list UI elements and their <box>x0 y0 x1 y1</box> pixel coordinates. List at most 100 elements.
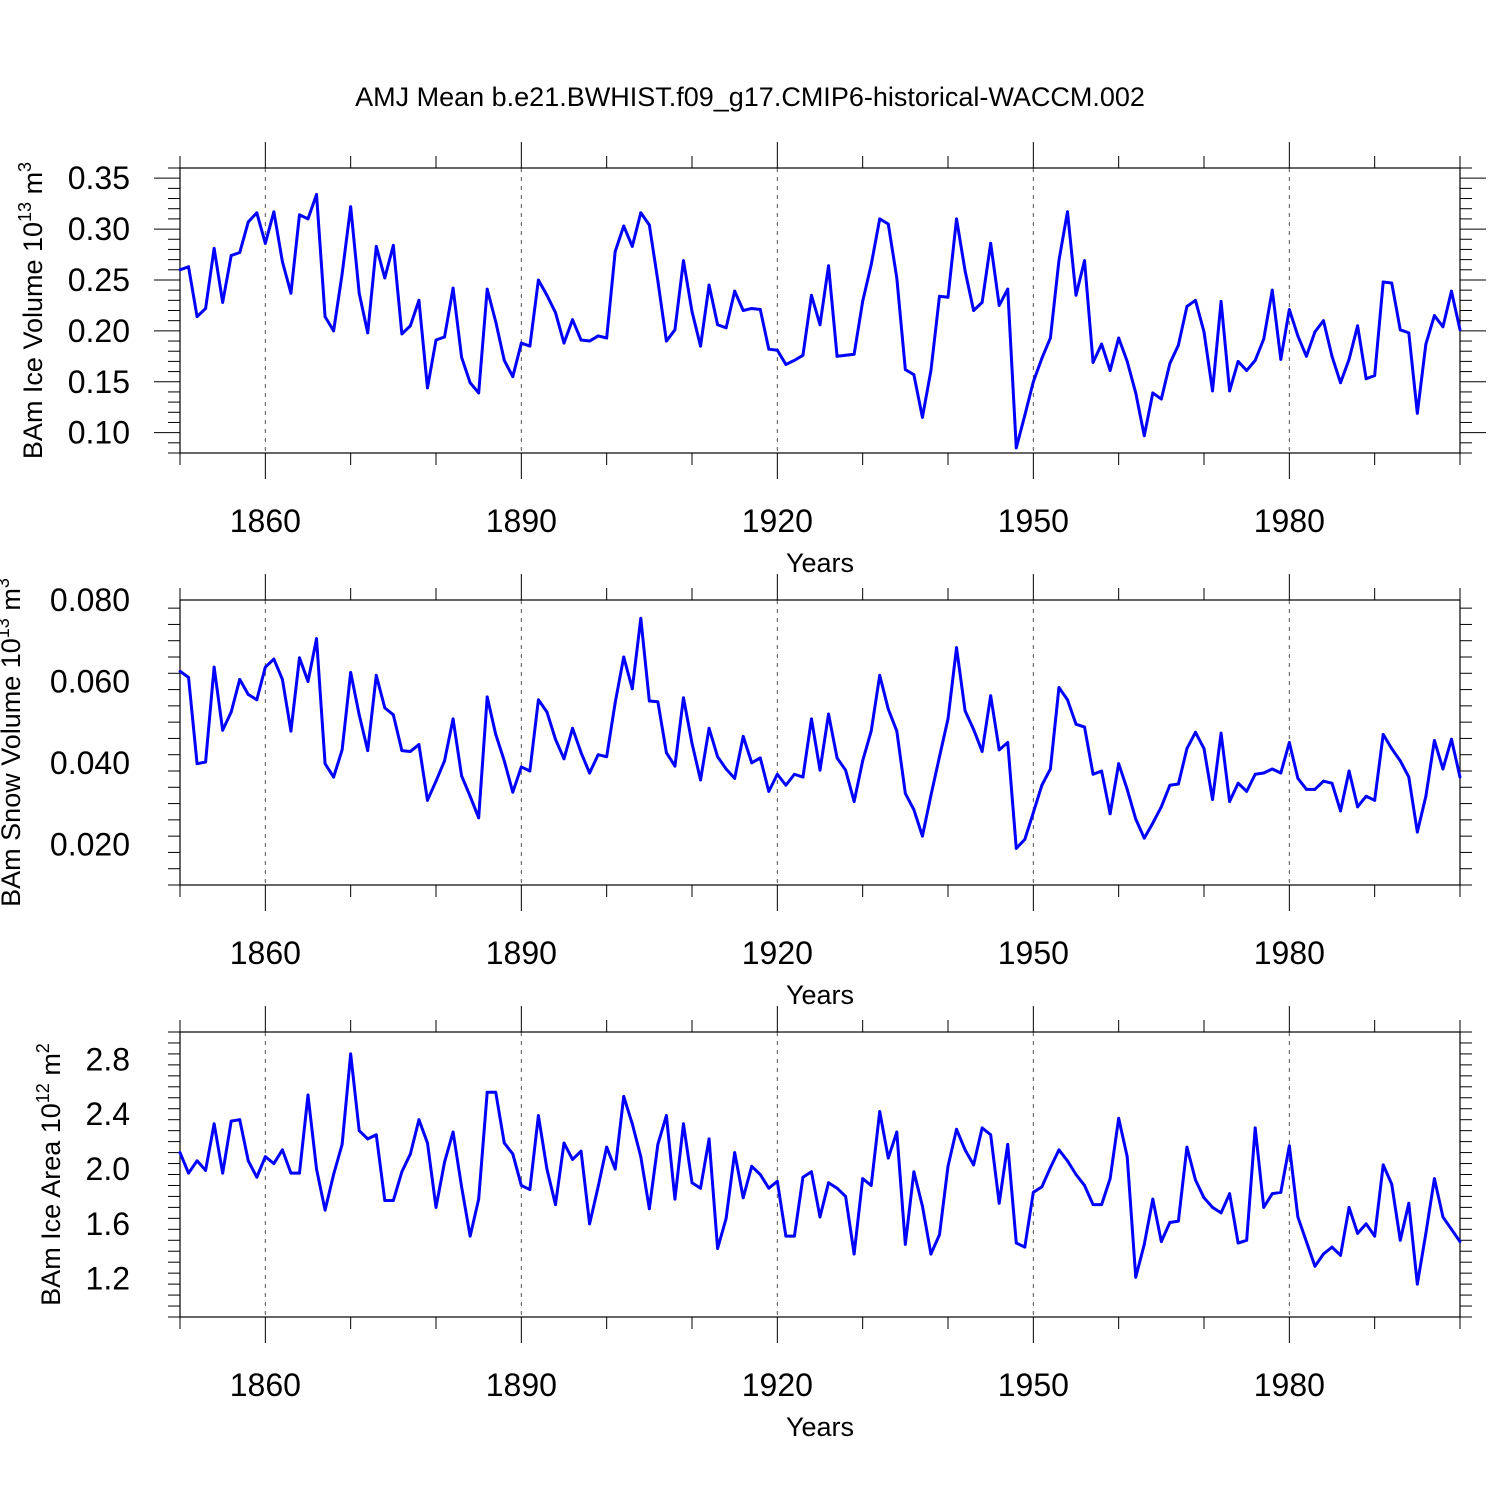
y-tick-label: 2.8 <box>86 1041 130 1077</box>
data-point <box>844 353 847 357</box>
data-point <box>511 1152 515 1156</box>
data-point <box>579 338 583 342</box>
data-point <box>921 1204 924 1208</box>
data-point <box>494 732 498 736</box>
data-point <box>409 1152 412 1156</box>
data-point <box>1347 1205 1351 1209</box>
data-point <box>562 341 566 345</box>
data-point <box>793 1234 796 1238</box>
data-point <box>1091 361 1095 364</box>
data-point <box>255 1175 259 1179</box>
data-point <box>1194 298 1197 302</box>
data-point <box>1347 769 1351 773</box>
data-point <box>775 1179 779 1183</box>
data-point <box>426 798 429 802</box>
y-axis-label-text: BAm Snow Volume 10 <box>0 638 26 907</box>
data-point <box>1185 747 1189 751</box>
data-point <box>784 783 788 787</box>
data-point <box>1031 811 1035 814</box>
data-point <box>784 363 788 366</box>
x-tick-label: 1860 <box>230 503 301 539</box>
data-point <box>972 728 975 731</box>
data-point <box>895 1130 899 1134</box>
x-tick-label: 1890 <box>486 935 557 971</box>
x-tick-label: 1980 <box>1254 935 1325 971</box>
data-point <box>1040 783 1044 787</box>
data-point <box>835 756 839 760</box>
data-point <box>298 213 301 217</box>
data-point <box>417 1118 421 1122</box>
data-point <box>938 1233 941 1237</box>
data-point <box>622 224 626 228</box>
data-point <box>315 193 318 196</box>
data-point <box>477 391 481 395</box>
y-axis-label-unit: m <box>36 1053 66 1083</box>
data-point <box>1305 1240 1308 1244</box>
data-point <box>596 334 600 338</box>
data-point <box>989 1133 993 1137</box>
data-point <box>1322 779 1325 783</box>
data-point <box>690 741 694 745</box>
data-point <box>818 323 822 327</box>
data-point <box>1441 325 1445 329</box>
data-point <box>938 755 941 759</box>
chart-panel-1: 0.10 0.15 0.20 0.25 0.30 0.35 1860 1890 1920 1950… <box>15 142 1486 578</box>
data-point <box>963 709 967 713</box>
data-point <box>1040 1185 1044 1189</box>
data-point <box>374 673 378 677</box>
data-point <box>1450 1227 1453 1231</box>
data-point <box>221 1171 225 1175</box>
data-point <box>724 767 728 771</box>
data-point <box>238 677 242 681</box>
data-point <box>1407 775 1411 779</box>
data-point <box>801 1175 805 1179</box>
data-point <box>1364 794 1368 798</box>
data-point <box>1151 821 1155 825</box>
data-point <box>716 323 719 327</box>
data-point <box>801 775 805 779</box>
data-point <box>349 1052 353 1056</box>
y-axis-label-unit-exponent: 2 <box>33 1043 53 1053</box>
data-point <box>741 734 745 738</box>
data-point <box>323 762 327 766</box>
data-point <box>391 713 395 717</box>
y-tick-label: 0.15 <box>68 364 130 400</box>
data-point <box>238 1118 242 1122</box>
data-point <box>562 1141 566 1145</box>
data-point <box>221 728 225 732</box>
data-point <box>502 1141 506 1145</box>
data-point <box>537 278 540 282</box>
data-point <box>895 729 899 733</box>
data-point <box>366 749 370 753</box>
chart-panel-2: 0.020 0.040 0.060 0.080 1860 1890 1920 1950 1980… <box>0 574 1472 1010</box>
x-tick-label: 1950 <box>998 1367 1069 1403</box>
data-point <box>1339 1253 1342 1257</box>
data-point <box>306 217 310 221</box>
data-point <box>1083 725 1086 729</box>
x-tick-label: 1890 <box>486 1367 557 1403</box>
data-point <box>1356 805 1359 809</box>
data-point <box>468 1234 472 1238</box>
y-axis-label-text: BAm Ice Volume 10 <box>18 222 48 459</box>
data-point <box>1117 762 1121 766</box>
data-point <box>750 761 754 765</box>
data-point <box>1040 356 1044 360</box>
data-point <box>545 293 549 297</box>
data-point <box>647 223 651 227</box>
data-point <box>903 368 907 371</box>
y-axis-label-exponent: 12 <box>33 1083 53 1103</box>
data-point <box>758 1173 762 1176</box>
data-point <box>997 1201 1001 1205</box>
data-point <box>434 338 438 342</box>
data-point <box>775 772 779 776</box>
data-point <box>1142 836 1146 840</box>
data-point <box>1125 1155 1129 1159</box>
data-point <box>895 276 899 280</box>
data-point <box>972 309 975 312</box>
data-point <box>409 750 412 753</box>
data-point <box>1031 380 1035 384</box>
data-point <box>502 759 506 763</box>
data-point <box>1117 336 1121 340</box>
y-tick-label: 0.30 <box>68 211 130 247</box>
